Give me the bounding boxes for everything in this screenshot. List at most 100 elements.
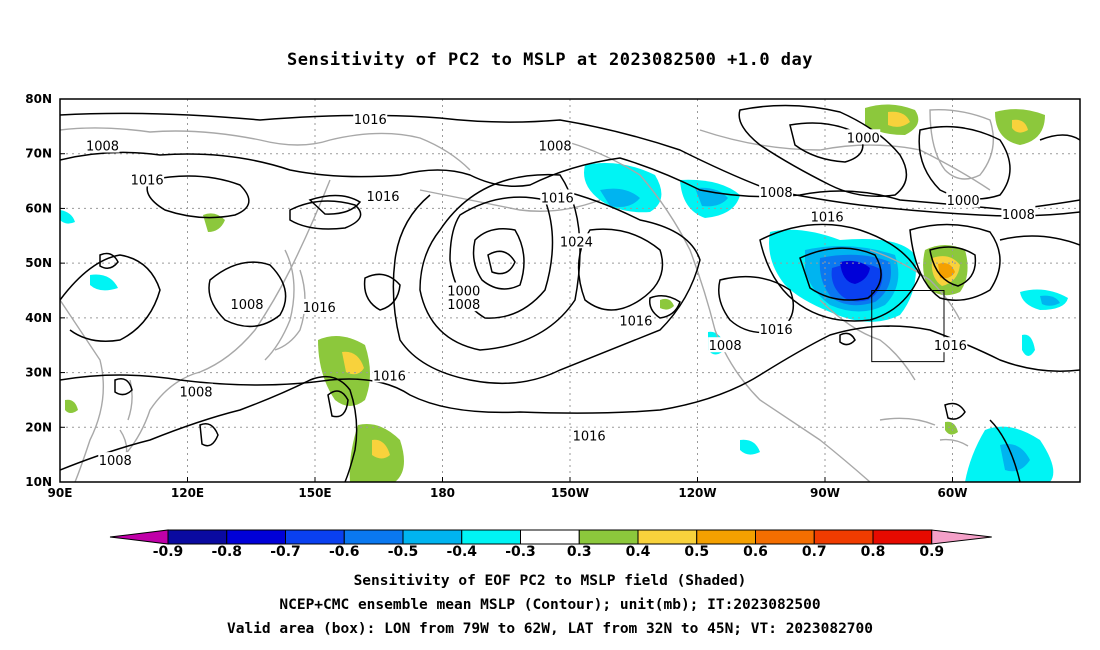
contour-label: 1016 xyxy=(619,315,652,330)
lat-label: 20N xyxy=(25,420,52,434)
lat-label: 60N xyxy=(25,201,52,215)
contour-label-bg xyxy=(708,337,743,353)
contour-line xyxy=(363,273,401,311)
colorbar-label: 0.9 xyxy=(919,544,944,560)
shade-neg-ak2 xyxy=(600,188,640,207)
colorbar-bin xyxy=(226,529,286,545)
shade-pos-0.3 xyxy=(318,336,370,406)
shade-neg-atl-e2 xyxy=(1040,295,1060,306)
contour-line xyxy=(99,252,119,269)
colorbar-label: 0.3 xyxy=(567,544,592,560)
contour-label-bg xyxy=(618,312,653,328)
sensitivity-shading xyxy=(60,104,1068,482)
contour-line xyxy=(419,173,581,351)
contour-label: 1008 xyxy=(447,298,480,313)
colorbar-bin xyxy=(578,529,639,545)
longitude-labels: 90E 120E 150E 180 150W 120W 90W 60W xyxy=(48,477,968,500)
contour-label: 1016 xyxy=(760,323,793,338)
contour-line xyxy=(909,223,1001,301)
contour-label-bg xyxy=(759,320,794,336)
contour-line xyxy=(759,223,921,322)
contour-label: 1016 xyxy=(373,369,406,384)
contour-line xyxy=(449,196,554,319)
colorbar-bin xyxy=(755,529,815,545)
colorbar-label: 0.7 xyxy=(802,544,827,560)
colorbar-label: 0.5 xyxy=(684,544,709,560)
contour-line xyxy=(944,402,966,420)
shade-neg-small3 xyxy=(90,274,118,291)
contour-label-bg xyxy=(353,111,388,127)
lon-label: 150W xyxy=(551,486,589,500)
contour-label-bg xyxy=(946,192,981,208)
colorbar-label: -0.5 xyxy=(388,544,419,560)
shade-pos-arc1b xyxy=(888,111,910,127)
contour-line xyxy=(929,246,977,287)
shade-pos-arc2b xyxy=(1012,119,1028,133)
colorbar-label: -0.9 xyxy=(153,544,184,560)
contour-label-bg xyxy=(1001,205,1036,221)
shade-pos-small4 xyxy=(945,421,958,435)
contour-label-bg xyxy=(559,233,594,249)
contour-label: 1008 xyxy=(539,140,572,155)
coast-islands xyxy=(119,379,969,461)
lon-label: 90E xyxy=(48,486,73,500)
colorbar-bin xyxy=(637,529,698,545)
contour-line xyxy=(60,325,1080,414)
contour-label: 1008 xyxy=(99,454,132,469)
colorbar-bin xyxy=(872,529,933,545)
colorbar-label: -0.3 xyxy=(505,544,536,560)
contour-label-bg xyxy=(538,137,573,153)
shade-pos-small1 xyxy=(203,213,225,232)
contour-line xyxy=(839,332,856,346)
contour-label: 1008 xyxy=(230,298,263,313)
contour-label: 1016 xyxy=(366,190,399,205)
colorbar-label: 0.6 xyxy=(743,544,768,560)
contour-label: 1008 xyxy=(86,140,119,155)
lon-label: 120W xyxy=(678,486,716,500)
coast-greenland xyxy=(929,109,994,180)
gridlines xyxy=(60,99,1080,482)
lon-label: 90W xyxy=(810,486,840,500)
contour-label: 1000 xyxy=(447,285,480,300)
colorbar-bin xyxy=(402,529,463,545)
mslp-contours xyxy=(60,104,1080,482)
coast-asia xyxy=(60,127,471,482)
colorbar-bin xyxy=(461,529,521,545)
shade-neg-small5 xyxy=(740,439,760,455)
contour-labels: 1016100810161016100810161024100010081016… xyxy=(85,111,1036,469)
contour-label-bg xyxy=(230,296,264,312)
contour-line xyxy=(60,151,1080,211)
contour-label: 1016 xyxy=(573,429,606,444)
colorbar-labels: -0.9 -0.8 -0.7 -0.6 -0.5 -0.4 -0.3 0.3 0.4 0.5 0.6… xyxy=(153,544,944,560)
contour-label-bg xyxy=(85,137,120,153)
contour-line xyxy=(648,295,681,319)
coast-namerica xyxy=(559,129,991,482)
contour-label: 1000 xyxy=(947,194,980,209)
lat-label: 10N xyxy=(25,475,52,489)
colorbar-pos-end xyxy=(931,529,992,545)
lat-label: 50N xyxy=(25,256,52,270)
caption-shaded: Sensitivity of EOF PC2 to MSLP field (Sh… xyxy=(353,573,747,589)
colorbar-neg-end xyxy=(109,529,169,545)
contour-line xyxy=(146,175,250,219)
lon-label: 150E xyxy=(298,486,331,500)
contour-label-bg xyxy=(933,337,968,353)
shade-pos-0.4 xyxy=(342,351,364,375)
colorbar-label: 0.4 xyxy=(626,544,651,560)
contour-label-bg xyxy=(366,187,400,203)
contour-label-bg xyxy=(759,184,794,200)
lon-label: 180 xyxy=(430,486,455,500)
contour-label: 1008 xyxy=(179,386,212,401)
latitude-labels: 80N 70N 60N 50N 40N 30N 20N 10N xyxy=(25,92,65,489)
lat-label: 80N xyxy=(25,92,52,106)
contour-line xyxy=(999,235,1080,246)
colorbar-label: -0.8 xyxy=(211,544,242,560)
coastlines xyxy=(60,109,994,482)
contour-label: 1008 xyxy=(1002,208,1035,223)
colorbar-label: -0.7 xyxy=(270,544,301,560)
lon-label: 60W xyxy=(938,486,968,500)
contour-label: 1016 xyxy=(934,339,967,354)
contour-label-bg xyxy=(179,383,213,399)
colorbar xyxy=(109,529,992,545)
